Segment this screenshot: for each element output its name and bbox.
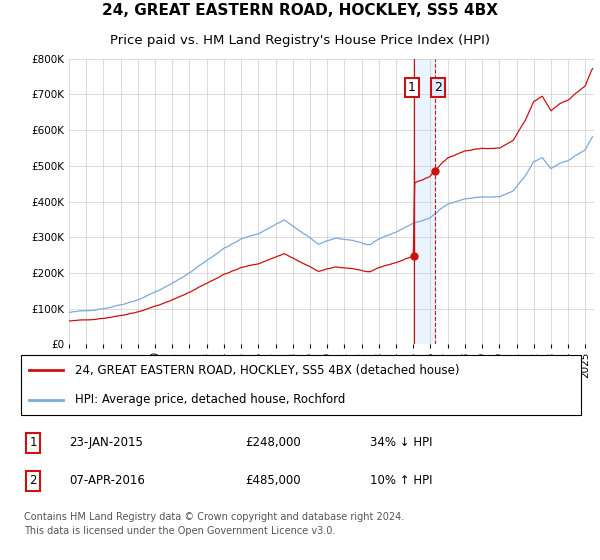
Text: 2: 2 (434, 81, 442, 94)
Text: 34% ↓ HPI: 34% ↓ HPI (370, 436, 432, 449)
Text: 1: 1 (408, 81, 416, 94)
Text: 10% ↑ HPI: 10% ↑ HPI (370, 474, 432, 487)
Text: 24, GREAT EASTERN ROAD, HOCKLEY, SS5 4BX: 24, GREAT EASTERN ROAD, HOCKLEY, SS5 4BX (102, 3, 498, 18)
Text: £248,000: £248,000 (245, 436, 301, 449)
Text: 23-JAN-2015: 23-JAN-2015 (69, 436, 143, 449)
Bar (414, 59, 435, 344)
Text: HPI: Average price, detached house, Rochford: HPI: Average price, detached house, Roch… (75, 393, 345, 407)
Text: £485,000: £485,000 (245, 474, 301, 487)
Text: 24, GREAT EASTERN ROAD, HOCKLEY, SS5 4BX (detached house): 24, GREAT EASTERN ROAD, HOCKLEY, SS5 4BX… (75, 363, 459, 377)
Text: 2: 2 (29, 474, 37, 487)
Text: 1: 1 (29, 436, 37, 449)
FancyBboxPatch shape (21, 354, 581, 416)
Text: 07-APR-2016: 07-APR-2016 (69, 474, 145, 487)
Text: Price paid vs. HM Land Registry's House Price Index (HPI): Price paid vs. HM Land Registry's House … (110, 34, 490, 47)
Text: Contains HM Land Registry data © Crown copyright and database right 2024.
This d: Contains HM Land Registry data © Crown c… (23, 512, 404, 536)
